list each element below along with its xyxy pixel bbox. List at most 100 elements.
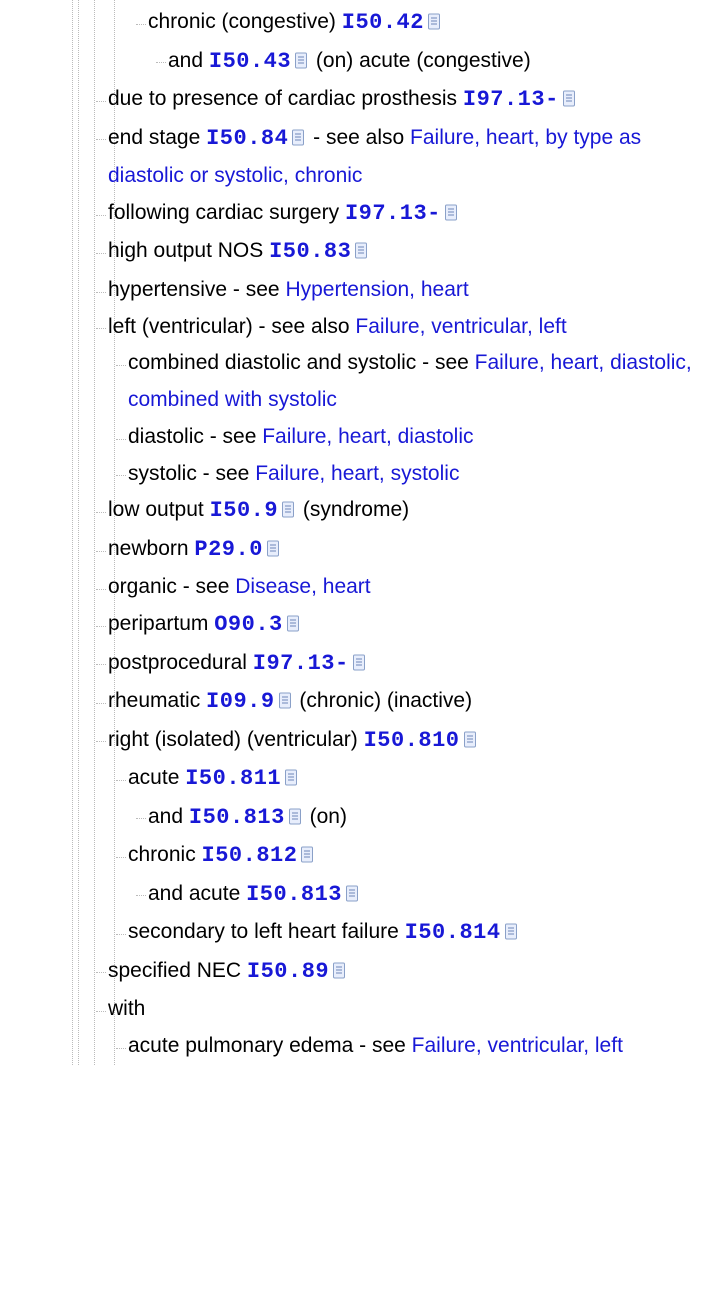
entry-text: due to presence of cardiac prosthesis	[108, 87, 463, 110]
index-entry-e20: and I50.813 (on)	[0, 799, 720, 838]
entry-text: low output	[108, 498, 210, 521]
entry-text: (chronic) (inactive)	[294, 689, 473, 712]
entry-text: chronic	[128, 843, 202, 866]
index-entry-e25: with	[0, 991, 720, 1028]
crossref-link[interactable]: Failure, ventricular, left	[355, 315, 566, 338]
index-entry-e19: acute I50.811	[0, 760, 720, 799]
code-link[interactable]: I50.43	[209, 49, 291, 74]
index-entry-e17: rheumatic I09.9 (chronic) (inactive)	[0, 683, 720, 722]
entry-text: following cardiac surgery	[108, 201, 345, 224]
note-icon[interactable]	[427, 13, 441, 30]
index-entry-e18: right (isolated) (ventricular) I50.810	[0, 722, 720, 761]
entry-text: combined diastolic and systolic - see	[128, 351, 475, 374]
code-link[interactable]: I50.812	[202, 843, 298, 868]
note-icon[interactable]	[463, 731, 477, 748]
entry-text: right (isolated) (ventricular)	[108, 728, 364, 751]
entry-text: hypertensive - see	[108, 278, 285, 301]
code-link[interactable]: I50.89	[247, 959, 329, 984]
entry-text: rheumatic	[108, 689, 206, 712]
entry-text: secondary to left heart failure	[128, 920, 405, 943]
crossref-link[interactable]: Disease, heart	[235, 575, 370, 598]
code-link[interactable]: I50.84	[206, 126, 288, 151]
code-link[interactable]: I50.83	[269, 239, 351, 264]
index-entry-e14: organic - see Disease, heart	[0, 569, 720, 606]
entry-text: (on)	[304, 805, 347, 828]
index-entry-e7: hypertensive - see Hypertension, heart	[0, 272, 720, 309]
entry-text: and	[168, 49, 209, 72]
index-entry-e2: and I50.43 (on) acute (congestive)	[0, 43, 720, 82]
index-entry-e24: specified NEC I50.89	[0, 953, 720, 992]
index-entry-e9: combined diastolic and systolic - see Fa…	[0, 345, 720, 419]
note-icon[interactable]	[294, 52, 308, 69]
index-entry-e8: left (ventricular) - see also Failure, v…	[0, 309, 720, 346]
index-entry-e3: due to presence of cardiac prosthesis I9…	[0, 81, 720, 120]
entry-text: (on) acute (congestive)	[310, 49, 531, 72]
code-link[interactable]: I97.13-	[463, 87, 559, 112]
index-entry-e11: systolic - see Failure, heart, systolic	[0, 456, 720, 493]
entry-text: - see also	[307, 126, 410, 149]
entry-text: with	[108, 997, 145, 1020]
note-icon[interactable]	[300, 846, 314, 863]
note-icon[interactable]	[278, 692, 292, 709]
index-entry-e12: low output I50.9 (syndrome)	[0, 492, 720, 531]
code-link[interactable]: I97.13-	[345, 201, 441, 226]
code-link[interactable]: I97.13-	[253, 651, 349, 676]
note-icon[interactable]	[504, 923, 518, 940]
code-link[interactable]: I50.810	[364, 728, 460, 753]
index-entry-e13: newborn P29.0	[0, 531, 720, 570]
note-icon[interactable]	[266, 540, 280, 557]
code-link[interactable]: P29.0	[194, 537, 263, 562]
entry-text: and	[148, 805, 189, 828]
entry-text: systolic - see	[128, 462, 255, 485]
index-entry-e1: chronic (congestive) I50.42	[0, 4, 720, 43]
code-link[interactable]: I50.9	[210, 498, 279, 523]
entry-text: newborn	[108, 537, 194, 560]
index-entry-e15: peripartum O90.3	[0, 606, 720, 645]
entry-text: chronic (congestive)	[148, 10, 342, 33]
entry-text: specified NEC	[108, 959, 247, 982]
entry-text: peripartum	[108, 612, 214, 635]
note-icon[interactable]	[562, 90, 576, 107]
note-icon[interactable]	[286, 615, 300, 632]
code-link[interactable]: I50.813	[246, 882, 342, 907]
code-link[interactable]: I50.811	[185, 766, 281, 791]
entry-text: acute	[128, 766, 185, 789]
crossref-link[interactable]: Failure, heart, diastolic	[262, 425, 473, 448]
entry-text: postprocedural	[108, 651, 253, 674]
index-entry-e26: acute pulmonary edema - see Failure, ven…	[0, 1028, 720, 1065]
index-entry-e6: high output NOS I50.83	[0, 233, 720, 272]
entry-text: left (ventricular) - see also	[108, 315, 355, 338]
index-entry-e21: chronic I50.812	[0, 837, 720, 876]
entry-text: diastolic - see	[128, 425, 262, 448]
note-icon[interactable]	[288, 808, 302, 825]
index-entry-e4: end stage I50.84 - see also Failure, hea…	[0, 120, 720, 195]
note-icon[interactable]	[444, 204, 458, 221]
code-link[interactable]: I50.814	[405, 920, 501, 945]
code-link[interactable]: I50.813	[189, 805, 285, 830]
note-icon[interactable]	[284, 769, 298, 786]
entry-text: (syndrome)	[297, 498, 409, 521]
code-link[interactable]: O90.3	[214, 612, 283, 637]
entry-text: high output NOS	[108, 239, 269, 262]
index-entry-e10: diastolic - see Failure, heart, diastoli…	[0, 419, 720, 456]
crossref-link[interactable]: Hypertension, heart	[285, 278, 468, 301]
note-icon[interactable]	[281, 501, 295, 518]
entry-text: organic - see	[108, 575, 235, 598]
crossref-link[interactable]: Failure, ventricular, left	[412, 1034, 623, 1057]
index-entry-e5: following cardiac surgery I97.13-	[0, 195, 720, 234]
note-icon[interactable]	[291, 129, 305, 146]
index-entry-e23: secondary to left heart failure I50.814	[0, 914, 720, 953]
crossref-link[interactable]: Failure, heart, systolic	[255, 462, 459, 485]
entry-text: end stage	[108, 126, 206, 149]
note-icon[interactable]	[332, 962, 346, 979]
index-tree: chronic (congestive) I50.42and I50.43 (o…	[0, 0, 720, 1065]
note-icon[interactable]	[345, 885, 359, 902]
entry-text: and acute	[148, 882, 246, 905]
index-entry-e22: and acute I50.813	[0, 876, 720, 915]
code-link[interactable]: I50.42	[342, 10, 424, 35]
code-link[interactable]: I09.9	[206, 689, 275, 714]
index-entry-e16: postprocedural I97.13-	[0, 645, 720, 684]
note-icon[interactable]	[354, 242, 368, 259]
note-icon[interactable]	[352, 654, 366, 671]
entry-text: acute pulmonary edema - see	[128, 1034, 412, 1057]
